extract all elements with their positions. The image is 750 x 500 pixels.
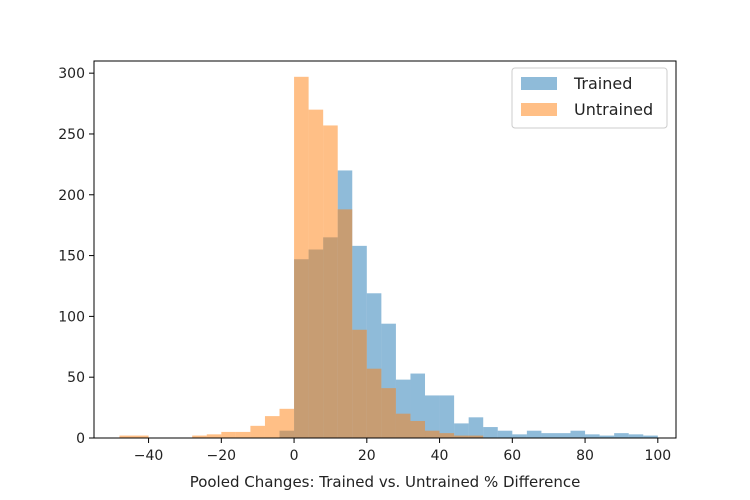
untrained-bar-13 <box>352 329 367 438</box>
untrained-bar-12 <box>337 209 353 438</box>
trained-bar-12 <box>454 423 469 438</box>
untrained-bar-14 <box>366 368 382 438</box>
untrained-bar-8 <box>279 408 295 438</box>
untrained-bar-9 <box>294 76 309 438</box>
trained-bar-16 <box>512 434 527 438</box>
x-tick-label-3: 20 <box>358 448 376 464</box>
trained-bar-18 <box>541 433 556 438</box>
legend-swatch-trained <box>521 77 557 90</box>
legend-swatch-untrained <box>521 103 557 116</box>
untrained-bar-15 <box>381 388 396 438</box>
x-tick-label-1: −20 <box>207 448 237 464</box>
x-tick-label-4: 40 <box>431 448 449 464</box>
trained-bar-23 <box>614 433 629 438</box>
x-axis: −40 −20 0 20 40 60 80 100 <box>134 438 671 464</box>
legend-label-untrained: Untrained <box>574 100 653 119</box>
x-tick-label-7: 100 <box>644 448 671 464</box>
trained-bar-25 <box>643 435 658 438</box>
untrained-bar-1 <box>134 435 149 438</box>
y-tick-label-3: 150 <box>58 249 85 265</box>
x-tick-label-6: 80 <box>576 448 594 464</box>
trained-bar-22 <box>599 435 615 438</box>
untrained-bar-20 <box>454 435 469 438</box>
x-axis-title: Pooled Changes: Trained vs. Untrained % … <box>190 473 581 491</box>
trained-bar-20 <box>570 430 586 438</box>
x-tick-label-5: 60 <box>503 448 521 464</box>
legend: Trained Untrained <box>511 67 668 129</box>
untrained-bar-16 <box>395 413 411 438</box>
untrained-bar-3 <box>206 434 222 438</box>
y-tick-label-4: 200 <box>58 188 85 204</box>
trained-bar-19 <box>555 433 571 438</box>
untrained-bar-6 <box>250 425 265 438</box>
y-tick-label-1: 50 <box>67 370 85 386</box>
x-tick-label-0: −40 <box>134 448 164 464</box>
untrained-bar-11 <box>323 125 338 439</box>
plot-frame <box>93 60 677 439</box>
trained-bar-24 <box>628 434 644 438</box>
untrained-bar-0 <box>119 435 135 438</box>
trained-bar-17 <box>526 430 542 438</box>
untrained-bar-2 <box>192 435 207 438</box>
y-tick-label-5: 250 <box>58 127 85 143</box>
trained-bar-11 <box>439 395 455 438</box>
y-tick-label-0: 0 <box>76 431 85 447</box>
x-tick-label-2: 0 <box>290 448 299 464</box>
trained-bar-10 <box>425 395 440 438</box>
untrained-bar-19 <box>439 433 455 438</box>
y-axis: 0 50 100 150 200 250 300 <box>58 66 94 447</box>
untrained-bar-7 <box>264 416 280 438</box>
legend-label-trained: Trained <box>573 74 632 93</box>
untrained-bar-21 <box>468 435 484 438</box>
untrained-bar-17 <box>410 420 426 438</box>
trained-bar-21 <box>585 434 600 438</box>
trained-bar-14 <box>483 427 498 438</box>
untrained-bars <box>119 76 484 439</box>
trained-bar-15 <box>497 430 513 438</box>
untrained-bar-18 <box>425 430 440 438</box>
untrained-bar-4 <box>221 431 236 438</box>
y-tick-label-6: 300 <box>58 66 85 82</box>
y-tick-label-2: 100 <box>58 309 85 325</box>
untrained-bar-10 <box>308 109 324 438</box>
untrained-bar-5 <box>235 431 251 438</box>
trained-bar-13 <box>468 417 484 438</box>
